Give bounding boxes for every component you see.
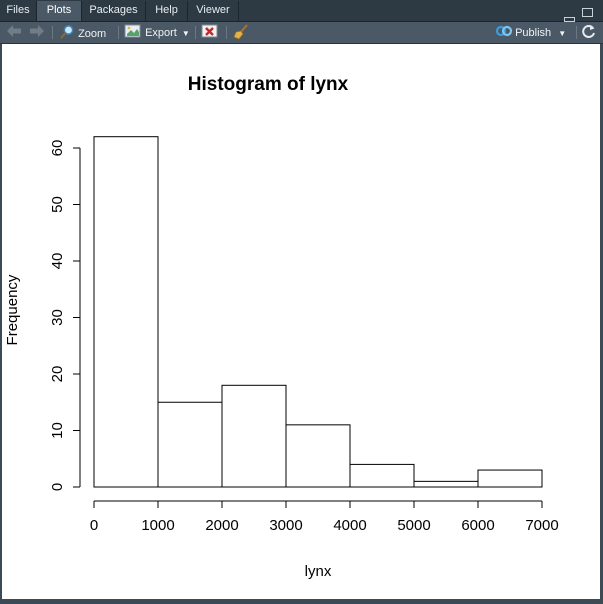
chart-title: Histogram of lynx	[188, 74, 349, 95]
refresh-icon	[582, 25, 595, 38]
x-tick-label: 4000	[333, 517, 366, 534]
toolbar-separator	[576, 26, 577, 39]
histogram-bars	[93, 136, 543, 488]
toolbar-separator	[195, 26, 196, 39]
y-axis-label: Frequency	[4, 274, 21, 345]
toolbar-separator	[118, 26, 119, 39]
tab-packages[interactable]: Packages	[82, 1, 146, 21]
publish-icon	[495, 25, 513, 37]
histogram-bar	[285, 424, 351, 488]
histogram-bar	[93, 136, 159, 488]
y-tick-label: 0	[49, 483, 66, 491]
x-tick-label: 5000	[397, 517, 430, 534]
back-arrow-icon[interactable]	[6, 24, 22, 41]
chevron-down-icon: ▼	[181, 29, 190, 38]
x-tick-label: 1000	[141, 517, 174, 534]
plots-toolbar: Zoom Export ▼	[0, 22, 603, 44]
histogram-bar	[413, 480, 479, 488]
x-axis-label: lynx	[305, 563, 332, 580]
y-tick-label: 40	[49, 253, 66, 270]
y-tick-label: 10	[49, 422, 66, 439]
remove-plot-button[interactable]	[201, 24, 219, 41]
window-controls	[561, 4, 593, 22]
publish-button[interactable]: Publish ▼	[495, 24, 567, 41]
plot-viewer: Histogram of lynx Frequency lynx 0 1000 20…	[2, 44, 600, 599]
chevron-down-icon: ▼	[558, 29, 567, 38]
maximize-pane-icon[interactable]	[582, 8, 593, 17]
export-button[interactable]: Export ▼	[124, 24, 190, 41]
tab-help[interactable]: Help	[146, 1, 188, 21]
histogram-bar	[349, 463, 415, 488]
zoom-label: Zoom	[78, 28, 107, 40]
x-tick-label: 0	[90, 517, 98, 534]
histogram-bar	[221, 384, 287, 488]
histogram-chart: Histogram of lynx Frequency lynx 0 1000 20…	[4, 74, 559, 580]
zoom-button[interactable]: Zoom	[59, 24, 106, 41]
x-tick-label: 3000	[269, 517, 302, 534]
tab-plots[interactable]: Plots	[37, 1, 82, 21]
y-tick-label: 20	[49, 366, 66, 383]
toolbar-separator	[52, 26, 53, 39]
tab-viewer[interactable]: Viewer	[188, 1, 239, 21]
histogram-bar	[477, 469, 543, 488]
histogram-bar	[157, 401, 223, 488]
x-axis: 0 1000 2000 3000 4000 5000 6000 7000	[90, 500, 559, 534]
remove-plot-icon	[201, 24, 218, 38]
tab-files[interactable]: Files	[0, 1, 37, 21]
export-label: Export	[145, 27, 177, 39]
pane-tab-bar: Files Plots Packages Help Viewer	[0, 0, 603, 22]
export-icon	[124, 24, 141, 38]
y-axis: 0 10 20 30 40 50 60	[49, 140, 81, 491]
broom-icon	[233, 24, 248, 40]
clear-all-button[interactable]	[233, 24, 249, 41]
refresh-button[interactable]	[581, 24, 596, 41]
y-tick-label: 60	[49, 140, 66, 157]
zoom-icon	[60, 25, 74, 39]
y-tick-label: 50	[49, 196, 66, 213]
publish-label: Publish	[515, 27, 552, 39]
x-tick-label: 7000	[525, 517, 558, 534]
forward-arrow-icon[interactable]	[29, 24, 45, 41]
x-tick-label: 2000	[205, 517, 238, 534]
toolbar-separator	[226, 26, 227, 39]
y-tick-label: 30	[49, 309, 66, 326]
x-tick-label: 6000	[461, 517, 494, 534]
